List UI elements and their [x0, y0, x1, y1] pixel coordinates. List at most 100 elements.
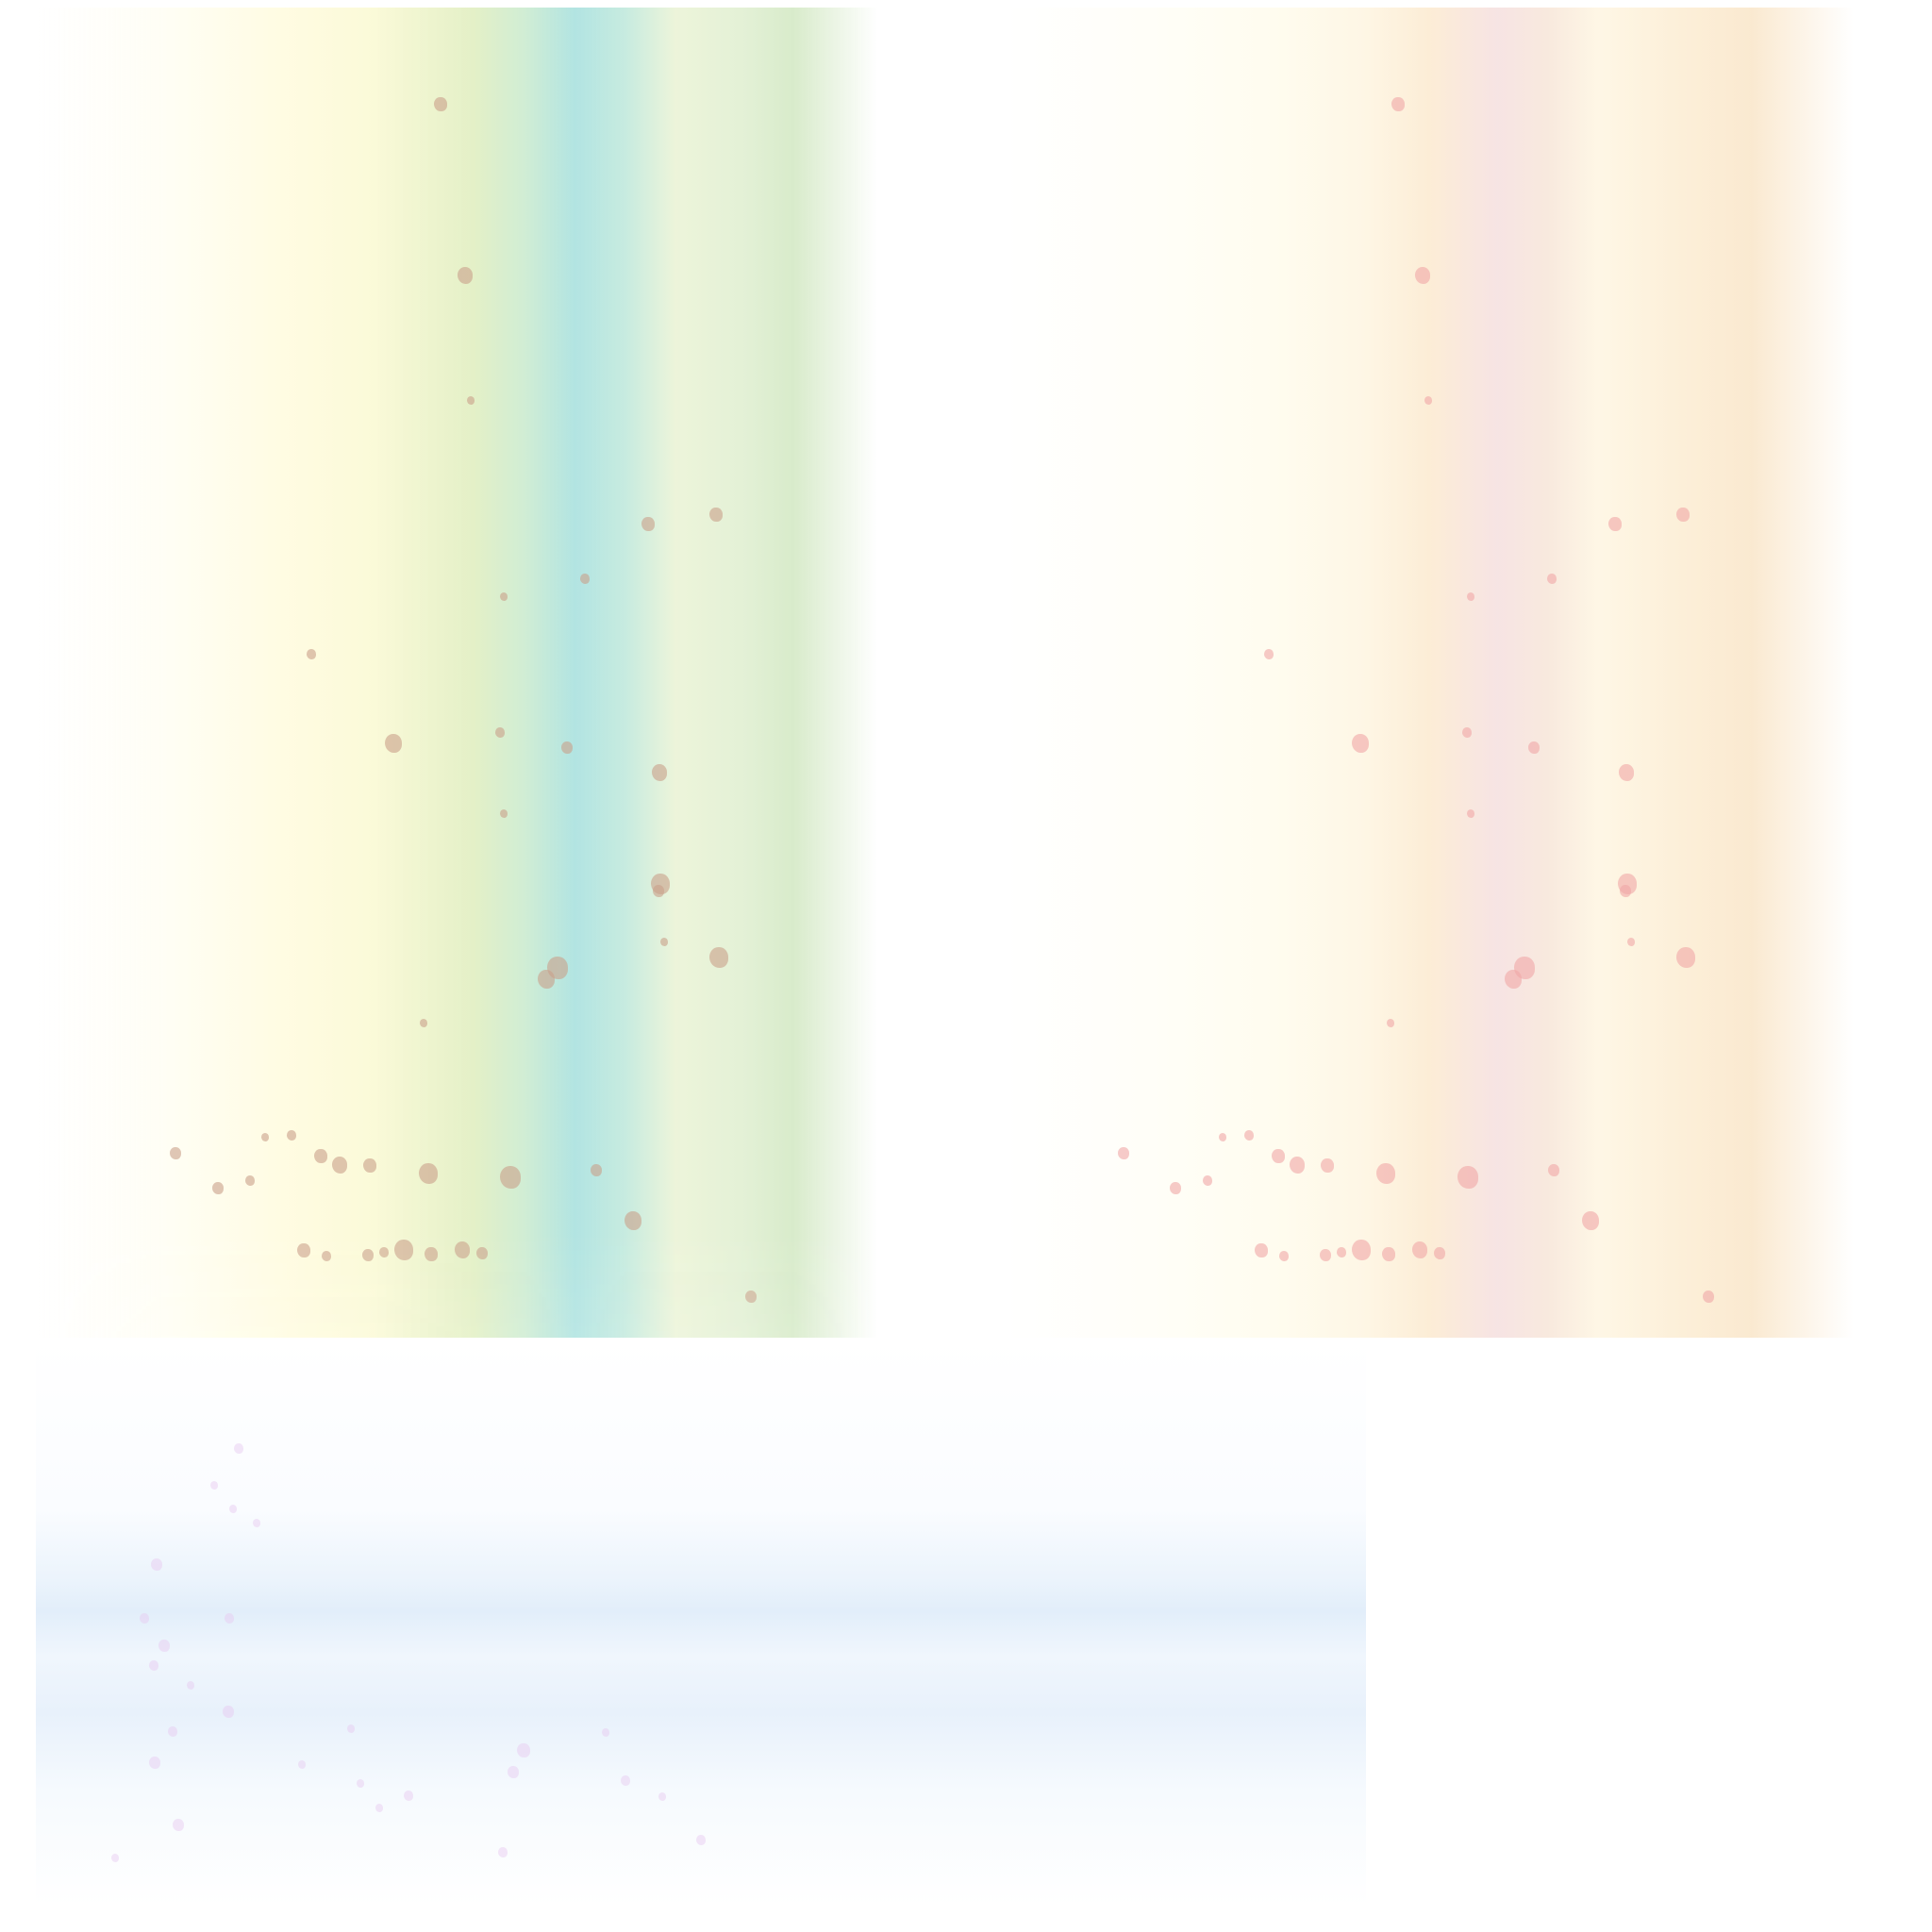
- petal-right-23: [1219, 1133, 1226, 1141]
- petal-bottom-15: [149, 1757, 160, 1770]
- petal-left-6: [500, 592, 508, 601]
- petal-right-36: [1352, 1240, 1371, 1260]
- petal-right-21: [1170, 1182, 1181, 1195]
- petal-bottom-17: [508, 1766, 519, 1779]
- petal-left-14: [547, 957, 568, 980]
- petal-bottom-12: [347, 1724, 355, 1733]
- petal-right-35: [1337, 1247, 1346, 1257]
- petal-left-17: [660, 938, 668, 946]
- petal-bottom-22: [404, 1790, 413, 1801]
- petal-right-6: [1467, 592, 1474, 601]
- petal-left-9: [385, 734, 402, 753]
- petal-right-33: [1279, 1251, 1289, 1261]
- petal-right-19: [1676, 947, 1695, 968]
- petal-right-10: [1528, 741, 1540, 755]
- petal-left-37: [425, 1247, 438, 1262]
- petal-left-11: [652, 764, 667, 781]
- petal-left-28: [419, 1163, 438, 1184]
- petal-bottom-24: [375, 1804, 383, 1812]
- petal-bottom-0: [234, 1443, 243, 1454]
- petal-right-31: [1548, 1164, 1559, 1177]
- petal-left-0: [434, 97, 447, 112]
- petal-left-30: [625, 1211, 641, 1230]
- petal-left-26: [332, 1157, 347, 1174]
- petal-bottom-18: [658, 1792, 666, 1801]
- petal-right-9: [1352, 734, 1369, 753]
- petal-left-35: [379, 1247, 389, 1257]
- petal-right-15: [1620, 885, 1631, 898]
- petal-left-2: [467, 396, 475, 405]
- petal-bottom-6: [158, 1640, 170, 1653]
- warm-stripe-texture-panel: [1005, 8, 1854, 1338]
- petal-left-18: [420, 1019, 427, 1027]
- petal-bottom-3: [253, 1519, 260, 1527]
- petal-left-7: [307, 649, 316, 659]
- petal-right-34: [1320, 1249, 1331, 1262]
- petal-right-25: [1272, 1149, 1285, 1164]
- petal-bottom-2: [229, 1505, 237, 1513]
- petal-right-28: [1376, 1163, 1395, 1184]
- petal-left-5: [580, 574, 590, 584]
- petal-left-15: [653, 885, 664, 898]
- petal-right-5: [1547, 574, 1557, 584]
- petal-left-21: [212, 1182, 224, 1195]
- petal-left-22: [245, 1175, 255, 1186]
- petal-left-34: [362, 1249, 374, 1262]
- petal-left-25: [314, 1149, 327, 1164]
- petal-right-39: [1434, 1247, 1445, 1260]
- petal-bottom-5: [140, 1613, 149, 1624]
- petal-right-18: [1387, 1019, 1394, 1027]
- petal-bottom-8: [149, 1660, 158, 1671]
- petal-right-2: [1424, 396, 1432, 405]
- petal-right-27: [1321, 1158, 1334, 1174]
- petal-right-4: [1676, 508, 1690, 523]
- petal-right-32: [1255, 1243, 1268, 1258]
- petal-right-30: [1582, 1211, 1599, 1230]
- petal-right-3: [1608, 517, 1622, 532]
- petal-right-1: [1415, 267, 1430, 284]
- petal-left-1: [458, 267, 473, 284]
- petal-bottom-11: [168, 1726, 177, 1737]
- petal-bottom-25: [111, 1854, 119, 1862]
- petal-bottom-21: [173, 1819, 184, 1832]
- petal-left-31: [591, 1164, 602, 1177]
- petal-left-39: [476, 1247, 488, 1260]
- petal-right-37: [1382, 1247, 1395, 1262]
- petal-bottom-4: [151, 1558, 162, 1572]
- petal-left-24: [287, 1130, 296, 1141]
- petal-bottom-20: [621, 1775, 630, 1786]
- petal-bottom-19: [357, 1779, 364, 1788]
- cool-stripe-texture-panel: [38, 8, 877, 1338]
- petal-left-33: [322, 1251, 331, 1261]
- petal-left-8: [495, 727, 505, 738]
- petal-left-29: [500, 1166, 521, 1190]
- petal-bottom-23: [498, 1847, 508, 1857]
- petal-left-10: [561, 741, 573, 755]
- petal-bottom-26: [696, 1835, 706, 1845]
- petal-right-16: [1467, 809, 1474, 818]
- petal-bottom-10: [223, 1706, 234, 1719]
- petal-left-4: [709, 508, 723, 523]
- petal-right-7: [1264, 649, 1274, 659]
- petal-right-14: [1514, 957, 1535, 980]
- petal-bottom-9: [187, 1681, 194, 1690]
- petal-right-11: [1619, 764, 1634, 781]
- petal-bottom-13: [517, 1743, 530, 1758]
- petal-left-36: [394, 1240, 413, 1260]
- petal-left-19: [709, 947, 728, 968]
- petal-right-24: [1244, 1130, 1254, 1141]
- petal-left-32: [297, 1243, 310, 1258]
- petal-left-20: [170, 1147, 181, 1160]
- petal-right-8: [1462, 727, 1472, 738]
- petal-bottom-16: [298, 1760, 306, 1769]
- petal-left-16: [500, 809, 508, 818]
- petal-right-40: [1703, 1291, 1714, 1304]
- petal-right-0: [1391, 97, 1405, 112]
- petal-bottom-1: [210, 1481, 218, 1490]
- petal-right-17: [1627, 938, 1635, 946]
- petal-right-38: [1412, 1241, 1427, 1258]
- petal-bottom-7: [225, 1613, 234, 1624]
- pale-blue-texture-panel: [36, 1340, 1366, 1906]
- petal-left-40: [745, 1291, 757, 1304]
